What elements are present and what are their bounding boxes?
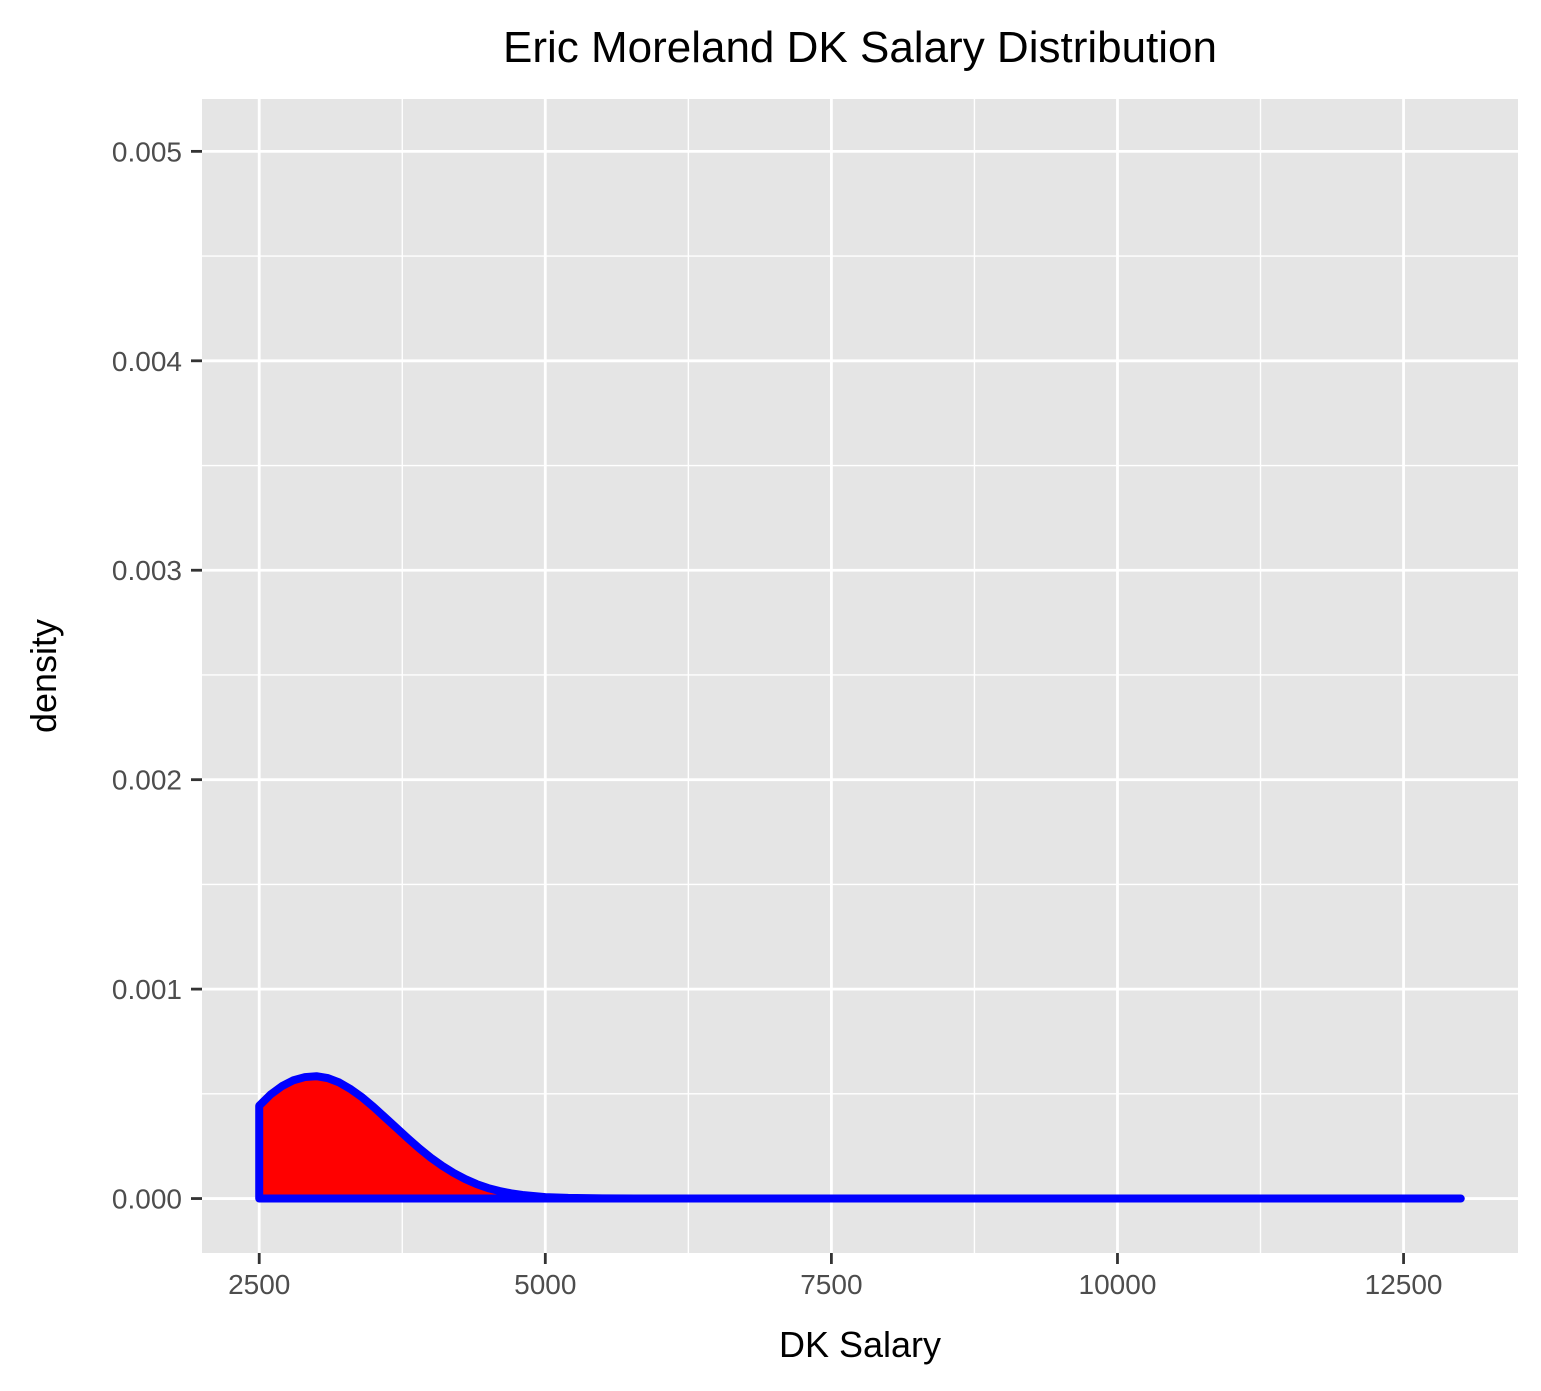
x-tick-label: 7500 [800,1269,862,1300]
y-tick-label: 0.004 [112,346,182,377]
x-tick-label: 10000 [1079,1269,1157,1300]
plot-panel [202,99,1518,1253]
y-tick-label: 0.001 [112,974,182,1005]
density-area [259,1076,660,1199]
density-outline [255,1072,1465,1203]
chart-title: Eric Moreland DK Salary Distribution [503,23,1217,72]
y-axis: 0.000 0.001 0.002 0.003 0.004 0.005 [112,136,202,1215]
y-tick-label: 0.005 [112,136,182,167]
x-axis-title: DK Salary [779,1324,941,1365]
y-tick-label: 0.003 [112,555,182,586]
x-tick-label: 5000 [514,1269,576,1300]
x-tick-label: 12500 [1365,1269,1443,1300]
x-axis: 2500 5000 7500 10000 12500 [228,1253,1443,1300]
y-axis-title: density [23,619,64,733]
y-tick-label: 0.000 [112,1184,182,1215]
x-tick-label: 2500 [228,1269,290,1300]
y-tick-label: 0.002 [112,765,182,796]
grid-minor-lines [202,99,1518,1253]
